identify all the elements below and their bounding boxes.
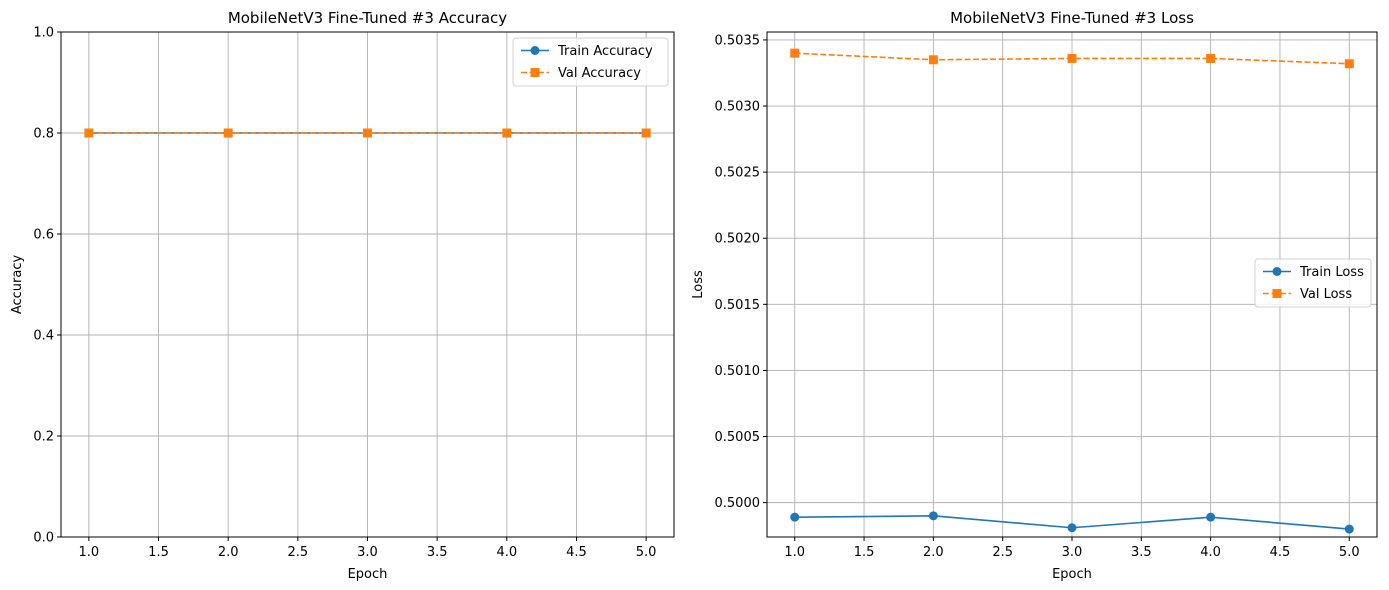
loss-x-tick-label: 5.0 [1339,545,1360,560]
val-loss-point [928,55,938,65]
accuracy-legend: Train Accuracy Val Accuracy [512,37,669,87]
accuracy-y-tick-label: 0.6 [33,228,54,243]
val-accuracy-point [84,128,94,138]
accuracy-x-tick-label: 1.5 [148,545,169,560]
accuracy-x-tick-label: 2.0 [218,545,239,560]
accuracy-y-tick-label: 0.2 [33,430,54,445]
val-accuracy-point [641,128,651,138]
loss-x-tick-label: 2.0 [923,545,944,560]
accuracy-x-tick-label: 3.5 [427,545,448,560]
accuracy-y-axis-label: Accuracy [10,255,25,315]
train-loss-point [1344,524,1354,534]
loss-y-tick-label: 0.5000 [715,496,761,511]
loss-y-tick-label: 0.5005 [715,430,761,445]
train-loss-legend-label: Train Loss [1299,265,1364,280]
accuracy-x-tick-label: 1.0 [79,545,100,560]
loss-legend: Train Loss Val Loss [1254,258,1372,308]
loss-x-tick-label: 3.5 [1131,545,1152,560]
accuracy-x-tick-label: 3.0 [357,545,378,560]
val-accuracy-legend-label: Val Accuracy [558,66,641,81]
loss-chart: MobileNetV3 Fine-Tuned #3 Loss 1.0 1.5 2.0… [691,9,1378,582]
train-loss-point [1206,512,1216,522]
val-loss-legend-label: Val Loss [1300,287,1352,302]
val-accuracy-point [363,128,372,138]
val-loss-legend-marker [1272,289,1282,298]
accuracy-chart-title: MobileNetV3 Fine-Tuned #3 Accuracy [228,9,507,27]
accuracy-x-axis-label: Epoch [348,567,388,582]
loss-y-axis-label: Loss [691,270,706,299]
loss-y-tick-label: 0.5015 [715,298,761,313]
val-loss-point [790,48,800,58]
loss-y-tick-label: 0.5025 [715,166,761,181]
val-accuracy-legend-marker [530,68,540,77]
train-loss-point [790,512,800,522]
loss-x-tick-label: 4.5 [1270,545,1291,560]
train-accuracy-legend-marker [530,46,540,55]
loss-y-tick-label: 0.5035 [715,33,761,48]
accuracy-x-tick-label: 2.5 [287,545,308,560]
train-loss-legend-marker [1272,267,1282,276]
train-accuracy-legend-label: Train Accuracy [557,44,653,59]
val-loss-point [1206,53,1216,63]
val-accuracy-point [502,128,512,138]
accuracy-chart: MobileNetV3 Fine-Tuned #3 Accuracy 1.0 1.… [10,9,675,582]
accuracy-legend-box [512,37,669,87]
loss-x-tick-label: 1.5 [854,545,875,560]
accuracy-y-tick-label: 0.4 [33,329,54,344]
accuracy-y-tick-label: 0.0 [33,531,54,546]
loss-y-tick-label: 0.5020 [715,232,761,247]
loss-x-tick-label: 3.0 [1062,545,1083,560]
accuracy-x-tick-label: 4.0 [496,545,517,560]
loss-y-tick-label: 0.5030 [715,100,761,115]
loss-x-tick-label: 1.0 [784,545,805,560]
loss-x-tick-label: 4.0 [1200,545,1221,560]
val-accuracy-point [223,128,233,138]
loss-x-axis-label: Epoch [1052,567,1092,582]
accuracy-x-tick-label: 4.5 [566,545,587,560]
accuracy-x-tick-label: 5.0 [636,545,657,560]
accuracy-y-tick-label: 1.0 [33,26,54,41]
loss-chart-title: MobileNetV3 Fine-Tuned #3 Loss [950,9,1194,27]
loss-x-tick-label: 2.5 [992,545,1013,560]
train-loss-point [1067,523,1077,533]
loss-y-tick-label: 0.5010 [715,364,761,379]
accuracy-y-tick-label: 0.8 [33,127,54,142]
val-loss-point [1344,59,1354,69]
val-loss-point [1067,53,1077,63]
train-loss-point [928,511,938,521]
